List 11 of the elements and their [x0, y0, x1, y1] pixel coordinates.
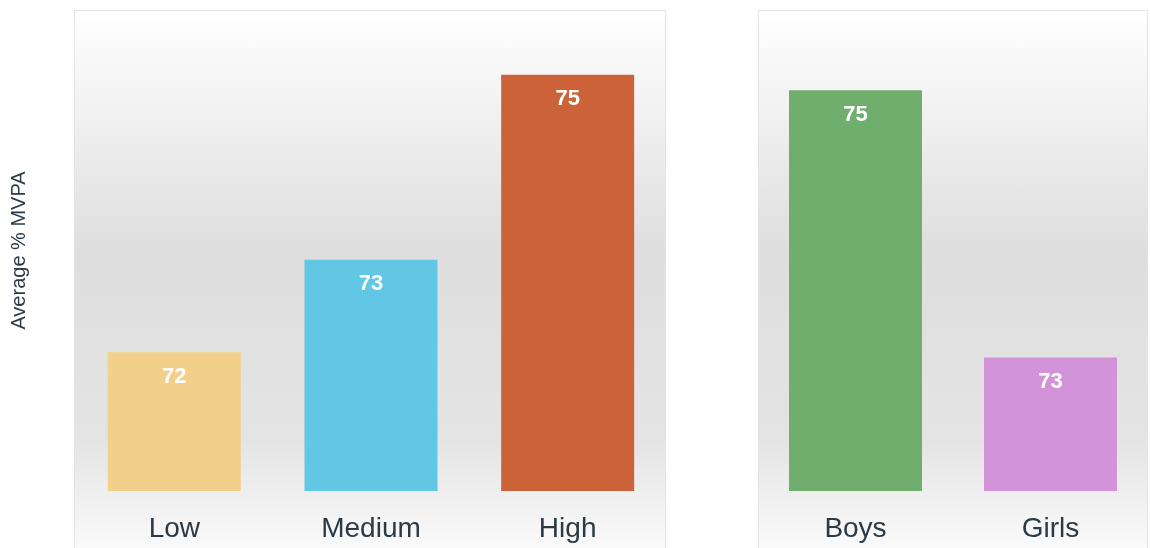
- y-axis-title: Average % MVPA: [7, 170, 29, 330]
- data-label: 75: [555, 85, 580, 111]
- data-label: 72: [162, 362, 187, 388]
- x-tick-label: Medium: [321, 511, 421, 543]
- x-tick-label: High: [538, 511, 597, 543]
- data-label: 73: [358, 270, 384, 296]
- data-label: 75: [843, 100, 868, 126]
- x-tick-label: Boys: [824, 511, 887, 543]
- x-tick-label: Girls: [1021, 511, 1080, 543]
- data-label: 73: [1038, 367, 1063, 393]
- x-tick-label: Low: [148, 511, 201, 543]
